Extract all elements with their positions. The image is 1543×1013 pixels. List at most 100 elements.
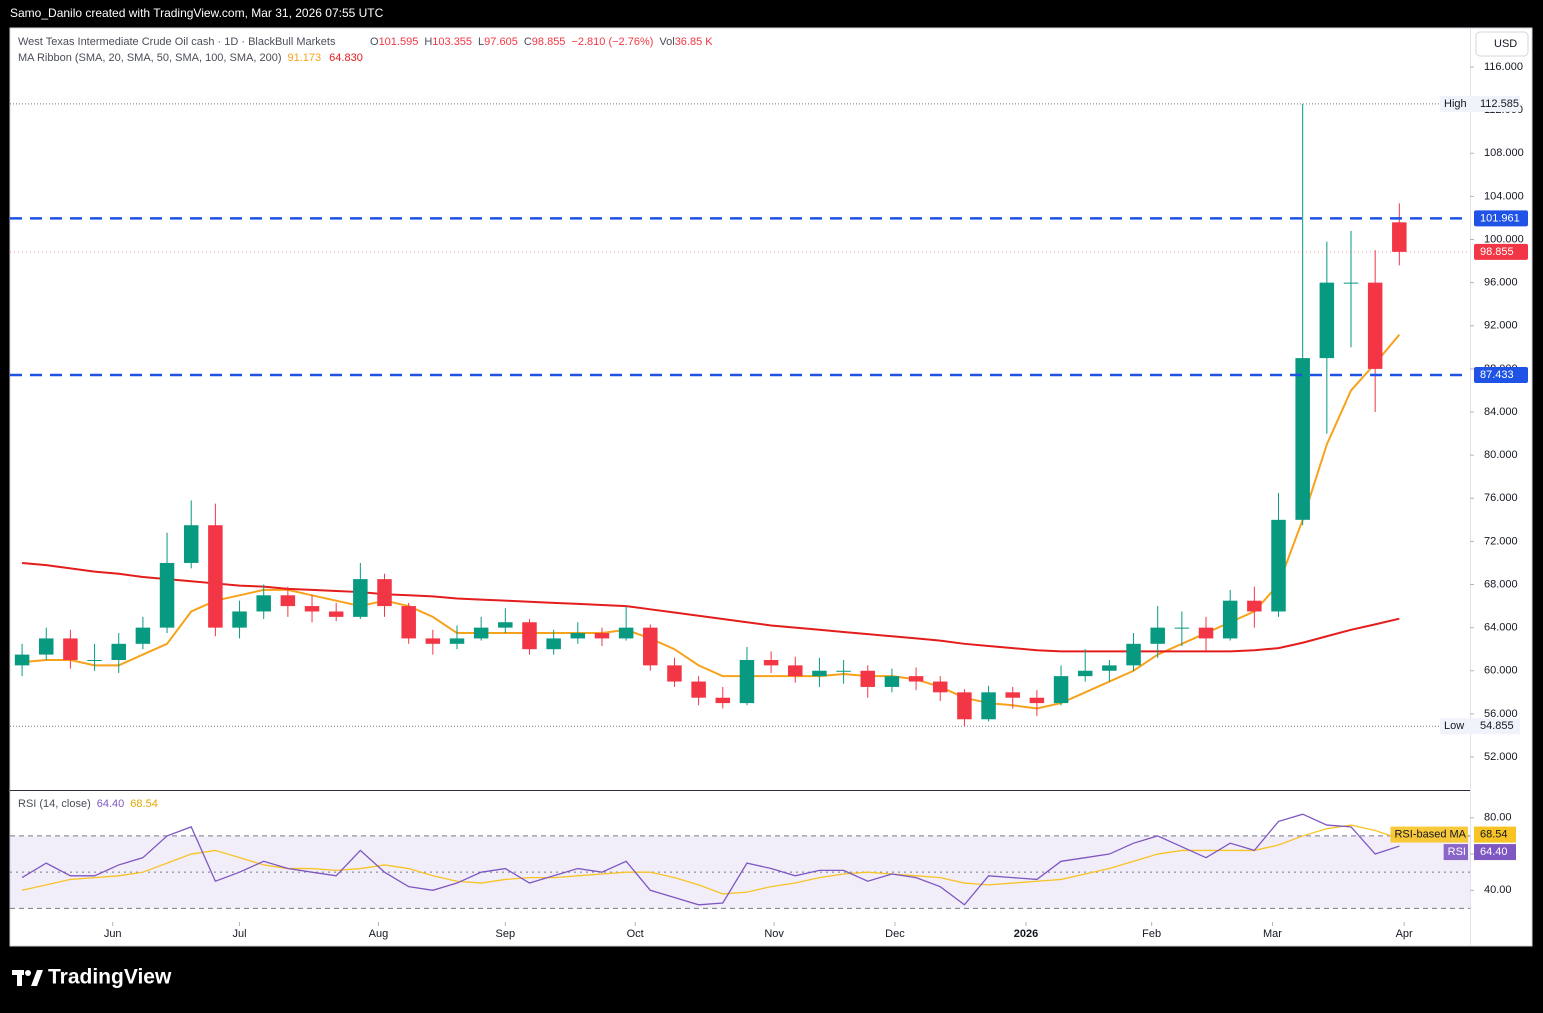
extreme-value: 54.855	[1480, 720, 1514, 732]
x-tick-label: Dec	[885, 928, 905, 940]
candle-body	[256, 595, 271, 612]
ma-line	[21, 334, 1401, 710]
extreme-value: 112.585	[1480, 98, 1519, 110]
candle-body	[38, 638, 54, 655]
candle-body	[812, 670, 827, 677]
candle-body	[1198, 627, 1214, 639]
rsi-axis-name: RSI-based MA	[1394, 828, 1466, 840]
legend-value: 98.855	[532, 36, 566, 48]
level-label-bg	[1474, 210, 1528, 227]
candle-body	[353, 579, 368, 617]
candle-body	[1005, 692, 1020, 698]
candle-body	[401, 606, 416, 639]
y-tick-label: 100.000	[1484, 233, 1524, 245]
brand: TradingView	[48, 966, 172, 989]
x-tick-label: Aug	[369, 928, 389, 940]
candle-body	[691, 681, 706, 698]
candle-body	[87, 659, 102, 661]
candle-body	[546, 638, 561, 650]
rsi-axis-value-bg	[1474, 844, 1516, 861]
logo-icon	[12, 970, 43, 986]
candle-body	[1271, 519, 1286, 612]
candle-body	[667, 665, 682, 682]
y-tick-label: 72.000	[1484, 535, 1518, 547]
candle-body	[884, 676, 900, 687]
x-tick-label: Jul	[233, 928, 247, 940]
candle-body	[473, 627, 489, 639]
legend-value: 103.355	[432, 36, 472, 48]
rsi-y-tick-label: 40.00	[1484, 884, 1512, 896]
extreme-label: High	[1444, 98, 1467, 110]
candle-body	[159, 562, 175, 628]
candle-body	[836, 670, 851, 672]
last-price-bg	[1474, 243, 1528, 260]
rsi-legend-value: 64.40	[97, 798, 125, 810]
candle-body	[1077, 670, 1093, 677]
candle-body	[908, 676, 924, 682]
x-tick-label: Jun	[104, 928, 122, 940]
rsi-y-tick-label: 80.00	[1484, 812, 1512, 824]
candle-body	[1126, 643, 1141, 666]
candle-body	[1319, 282, 1335, 359]
candle-body	[1392, 222, 1407, 252]
x-tick-label: Apr	[1396, 928, 1413, 940]
y-tick-label: 108.000	[1484, 147, 1524, 159]
candle-body	[498, 622, 513, 628]
candle-body	[522, 622, 537, 650]
x-tick-label: Sep	[496, 928, 516, 940]
y-tick-label: 60.000	[1484, 665, 1518, 677]
ma-line	[21, 561, 1400, 653]
x-tick-label: 2026	[1014, 928, 1038, 940]
extreme-label-bg	[1440, 718, 1520, 735]
candle-body	[63, 638, 78, 660]
x-tick-label: Feb	[1142, 928, 1161, 940]
y-tick-label: 96.000	[1484, 277, 1518, 289]
currency[interactable]: USD	[1494, 38, 1517, 50]
extreme-label-bg	[1440, 95, 1520, 112]
extreme-label: Low	[1444, 720, 1464, 732]
candle-body	[425, 638, 441, 644]
y-tick-label: 68.000	[1484, 578, 1518, 590]
candle-body	[763, 659, 779, 666]
rsi-axis-value: 64.40	[1480, 846, 1508, 858]
y-tick-label: 84.000	[1484, 406, 1518, 418]
ma-legend-value: 64.830	[329, 52, 363, 64]
legend-key: H	[424, 36, 432, 48]
candle-body	[981, 692, 996, 720]
chart-frame	[9, 27, 1533, 947]
candle-body	[208, 525, 223, 628]
legend-value: 97.605	[484, 36, 518, 48]
legend-value: −2.810 (−2.76%)	[571, 36, 653, 48]
candle-body	[594, 633, 610, 639]
y-tick-label: 52.000	[1484, 751, 1518, 763]
candle-body	[570, 633, 586, 639]
level-label: 87.433	[1480, 369, 1514, 381]
rsi-title: RSI (14, close)	[18, 798, 91, 810]
y-tick-label: 76.000	[1484, 492, 1518, 504]
candle-body	[1029, 697, 1045, 704]
ma-legend: MA Ribbon (SMA, 20, SMA, 50, SMA, 100, S…	[18, 52, 282, 64]
rsi-line	[21, 824, 1400, 895]
chart-title: West Texas Intermediate Crude Oil cash ·…	[18, 36, 336, 48]
candle-body	[111, 643, 126, 660]
candle-body	[1102, 665, 1117, 671]
currency-button[interactable]	[1475, 31, 1529, 57]
candle-body	[1367, 282, 1383, 369]
y-tick-label: 92.000	[1484, 320, 1518, 332]
legend-value: 101.595	[379, 36, 419, 48]
y-tick-label: 56.000	[1484, 708, 1518, 720]
candle-body	[183, 525, 199, 563]
price-axis-border	[1470, 28, 1471, 946]
candle-body	[14, 654, 30, 666]
legend-key: L	[478, 36, 484, 48]
candle-body	[1295, 358, 1310, 520]
y-tick-label: 80.000	[1484, 449, 1518, 461]
candle-body	[1222, 600, 1238, 639]
x-tick-label: Mar	[1263, 928, 1282, 940]
attribution: Samo_Danilo created with TradingView.com…	[10, 6, 384, 20]
candle-body	[860, 670, 876, 687]
candle-body	[788, 665, 803, 677]
candle-body	[618, 627, 634, 639]
